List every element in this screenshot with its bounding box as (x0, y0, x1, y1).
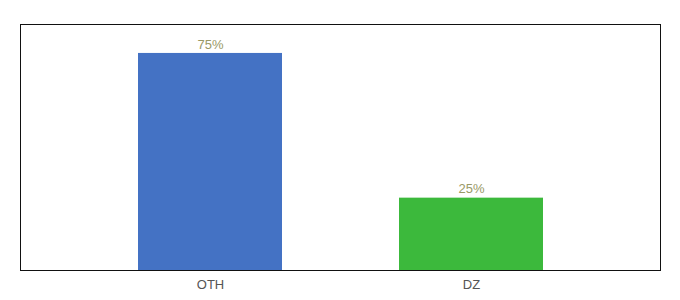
svg-text:OTH: OTH (197, 277, 224, 292)
svg-text:75%: 75% (197, 37, 223, 52)
svg-text:25%: 25% (458, 181, 484, 196)
svg-text:DZ: DZ (463, 277, 480, 292)
